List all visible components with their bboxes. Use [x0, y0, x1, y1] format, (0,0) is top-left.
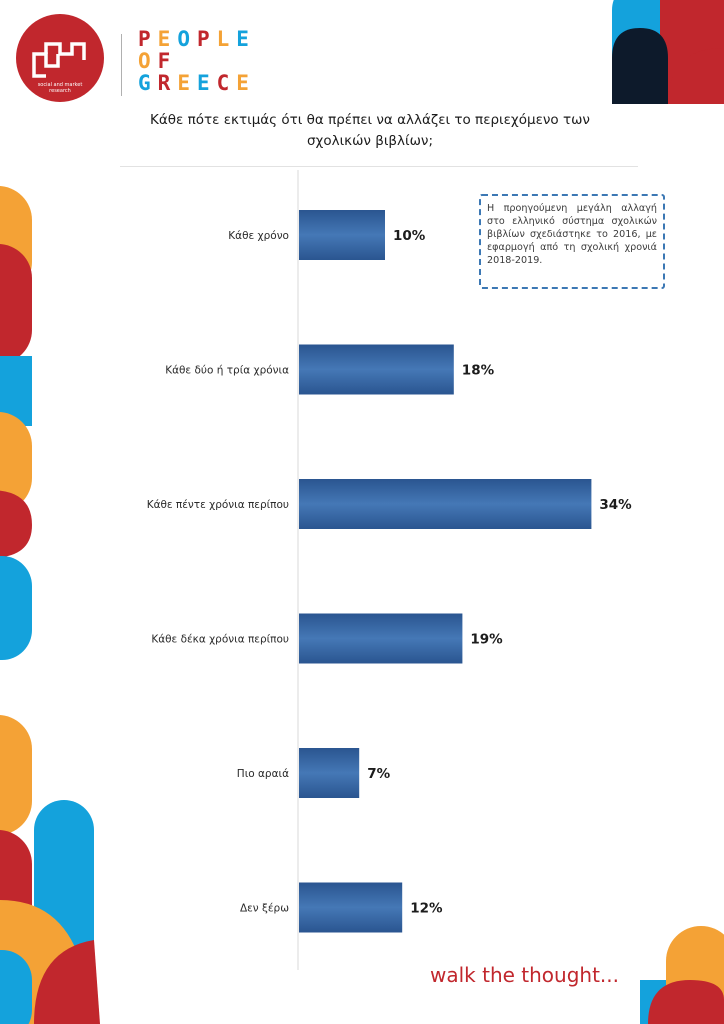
- logo-caption: social and market research: [37, 82, 83, 94]
- note-text: Η προηγούμενη μεγάλη αλλαγή στο ελληνικό…: [487, 203, 657, 266]
- bar: [299, 882, 403, 933]
- value-label: 7%: [367, 766, 390, 782]
- logo-mark-icon: [32, 42, 86, 78]
- bar: [299, 613, 463, 664]
- category-label: Κάθε χρόνο: [228, 230, 289, 242]
- left-side-decor: [0, 186, 32, 660]
- bar: [299, 748, 360, 798]
- note-box: Η προηγούμενη μεγάλη αλλαγή στο ελληνικό…: [479, 194, 665, 289]
- brand-line-greece: GREECE: [138, 71, 256, 95]
- category-label: Κάθε δύο ή τρία χρόνια: [165, 365, 289, 377]
- category-label: Κάθε δέκα χρόνια περίπου: [151, 634, 289, 646]
- chart-title: Κάθε πότε εκτιμάς ότι θα πρέπει να αλλάζ…: [150, 112, 590, 149]
- title-divider: [120, 166, 638, 167]
- bottom-left-decor: [0, 715, 100, 1024]
- value-label: 19%: [470, 632, 503, 648]
- brand-line-people: PEOPLE: [138, 27, 256, 51]
- company-logo: [16, 14, 104, 102]
- category-label: Δεν ξέρω: [240, 903, 289, 915]
- tagline: walk the thought...: [430, 963, 620, 987]
- category-label: Πιο αραιά: [237, 768, 289, 780]
- brand-line-of: OF: [138, 49, 178, 73]
- logo-divider: [121, 34, 122, 96]
- category-label: Κάθε πέντε χρόνια περίπου: [147, 499, 289, 511]
- bar: [299, 210, 385, 260]
- value-label: 10%: [393, 228, 426, 244]
- value-label: 18%: [462, 363, 495, 379]
- top-right-decor: [612, 0, 724, 104]
- bar: [299, 479, 592, 529]
- bar: [299, 344, 454, 395]
- value-label: 34%: [599, 497, 632, 513]
- bottom-right-decor: [640, 926, 724, 1024]
- value-label: 12%: [410, 901, 443, 917]
